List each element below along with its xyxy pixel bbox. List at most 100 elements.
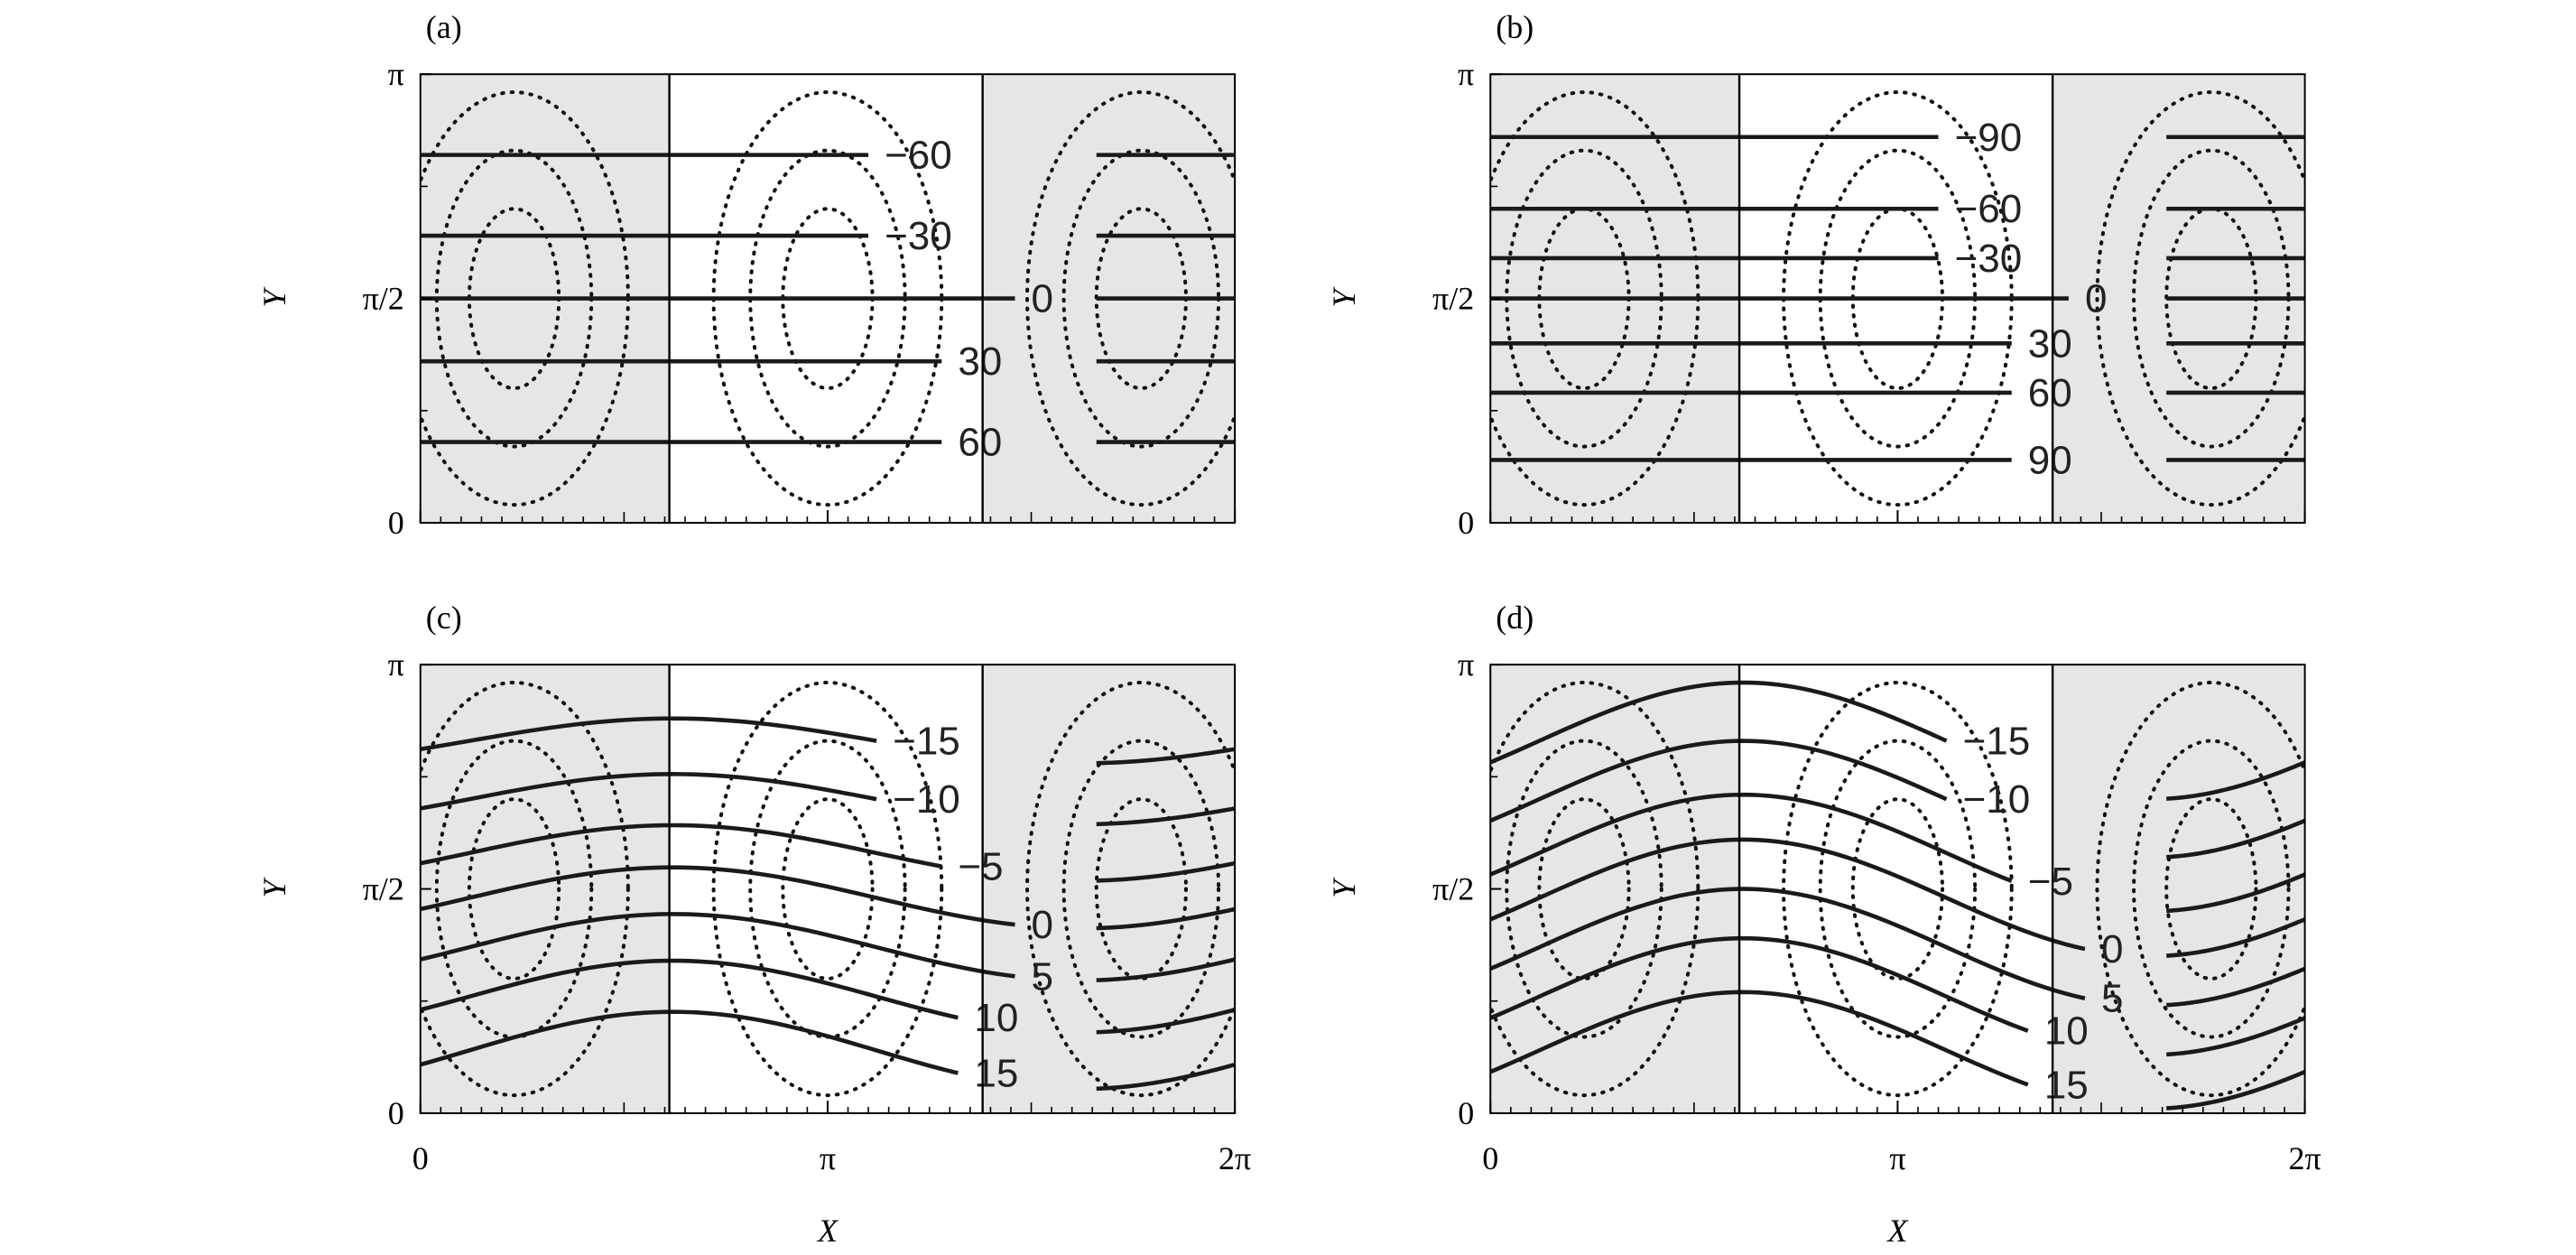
y-tick-label: π/2 (1432, 871, 1474, 907)
isoline-tail (1096, 860, 1236, 883)
contour-label: 30 (2028, 321, 2072, 366)
contour-label: 10 (974, 996, 1018, 1040)
y-axis-title: Y (1326, 877, 1362, 898)
contour-label: 10 (2044, 1009, 2089, 1054)
contour-label: −15 (1963, 720, 2031, 764)
isoline-tail (1096, 747, 1236, 766)
streamline-ring (2095, 90, 2305, 507)
contour-label: 0 (1032, 903, 1053, 947)
shaded-band-left (1490, 665, 1740, 1113)
isoline-main (420, 958, 959, 1020)
contour-label: −15 (893, 720, 960, 764)
x-tick-label: π (1889, 1140, 1905, 1176)
isoline-main (1489, 990, 2029, 1087)
shaded-band-left (420, 665, 670, 1113)
isoline-main (1489, 837, 2086, 952)
isoline-main (420, 865, 1015, 927)
streamline-ring (1537, 797, 1631, 981)
panel-a: −60 −30 0 30 60 0 π/2 π Y (a) (256, 9, 1237, 541)
streamline-ring (2132, 739, 2291, 1039)
panel-c: −15 −10 −5 0 5 10 15 0 π/2 π 0 π 2π X Y (c) (256, 600, 1251, 1249)
y-tick-label: 0 (1458, 1095, 1474, 1131)
streamline-ring (467, 797, 561, 981)
contour-label: −30 (1955, 237, 2023, 281)
streamline-ring (1490, 681, 1700, 1098)
isoline-main (1489, 680, 1948, 765)
isoline-tail (2166, 760, 2306, 801)
x-tick-label: π (820, 1140, 836, 1176)
isoline-tail (2166, 917, 2306, 958)
isoline-main (1489, 739, 1948, 823)
isoline-tail (1096, 806, 1236, 827)
isoline-tail (2166, 818, 2306, 860)
isoline-tail (2166, 966, 2306, 1008)
x-axis-title: X (1886, 1213, 1909, 1249)
isoline-tail (2166, 872, 2306, 914)
streamline-ring (1025, 90, 1236, 507)
y-axis-title: Y (1326, 286, 1362, 308)
streamline-ring (1782, 680, 2014, 1098)
streamline-ring (748, 739, 907, 1039)
panel-b: −90 −60 −30 0 30 60 90 0 π/2 π Y (b) (1326, 9, 2306, 541)
contour-label: 0 (1032, 277, 1053, 321)
panel-d: −15 −10 −5 0 5 10 15 0 π/2 π 0 π 2π X Y (d) (1326, 600, 2321, 1249)
y-tick-label: π (1458, 646, 1474, 683)
streamline-ring (711, 680, 944, 1098)
y-tick-label: π/2 (1432, 281, 1474, 317)
isoline-tail (1096, 957, 1236, 982)
panel-tag: (b) (1496, 9, 1534, 45)
isoline-main (420, 772, 877, 811)
contour-label: 0 (2085, 277, 2107, 321)
isoline-main (420, 716, 877, 752)
contour-label: −60 (1955, 187, 2023, 231)
x-tick-label: 0 (1482, 1140, 1498, 1176)
contour-label: −60 (885, 134, 952, 178)
y-tick-label: 0 (1458, 505, 1474, 541)
y-tick-label: π/2 (363, 871, 404, 907)
contour-label: 5 (1032, 954, 1053, 999)
streamline-ring (1025, 681, 1236, 1098)
isoline-main (1489, 792, 2013, 884)
streamline-ring (1094, 797, 1188, 981)
contour-label: −10 (1963, 777, 2031, 822)
isoline-main (1489, 887, 2086, 1000)
contour-label: −10 (893, 777, 960, 822)
x-tick-label: 2π (2288, 1140, 2321, 1176)
isoline-main (420, 912, 1015, 979)
isoline-main (1489, 935, 2029, 1033)
contour-label: −90 (1955, 116, 2023, 160)
contour-label: −5 (958, 845, 1003, 889)
y-tick-label: π (388, 646, 404, 683)
contour-label: 15 (974, 1052, 1018, 1096)
streamline-ring (2095, 681, 2305, 1098)
streamline-ring (1818, 739, 1978, 1039)
contour-label: −30 (885, 214, 952, 258)
contour-label: 60 (958, 421, 1002, 465)
contour-label: 15 (2044, 1063, 2089, 1107)
x-tick-label: 0 (412, 1140, 429, 1176)
streamline-ring (420, 681, 630, 1098)
shaded-band-right (982, 665, 1236, 1113)
contour-label: 5 (2101, 977, 2123, 1021)
x-axis-title: X (816, 1213, 839, 1249)
isoline-main (420, 823, 942, 869)
isoline-tail (1096, 906, 1236, 931)
panel-tag: (c) (426, 600, 462, 636)
streamline-ring (2164, 797, 2258, 981)
x-tick-label: 2π (1219, 1140, 1251, 1176)
streamline-ring (1505, 739, 1663, 1039)
y-tick-label: π (388, 56, 404, 92)
panel-tag: (d) (1496, 600, 1534, 636)
streamline-ring (781, 797, 875, 981)
isoline-tail (1096, 1008, 1236, 1035)
y-axis-title: Y (256, 286, 292, 308)
contour-label: 0 (2101, 927, 2123, 971)
isoline-tail (2166, 1016, 2306, 1057)
isoline-tail (2166, 1070, 2306, 1111)
contour-label: 60 (2028, 371, 2072, 415)
panel-tag: (a) (426, 9, 462, 45)
y-tick-label: 0 (388, 1095, 404, 1131)
streamline-ring (1061, 739, 1221, 1039)
contour-label: −5 (2028, 860, 2073, 904)
